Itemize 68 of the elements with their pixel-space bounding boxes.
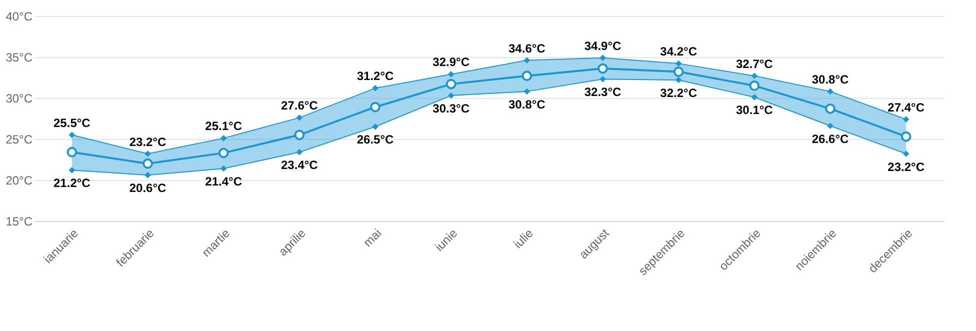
- y-tick-label: 35°C: [6, 50, 33, 64]
- y-tick-label: 40°C: [6, 10, 33, 24]
- point: [598, 63, 608, 74]
- point: [675, 60, 682, 67]
- point: [902, 150, 910, 157]
- data-label: 30.8°C: [812, 72, 849, 86]
- point: [220, 135, 227, 142]
- data-label: 25.5°C: [54, 116, 91, 130]
- data-label: 32.9°C: [432, 55, 470, 70]
- point: [827, 88, 834, 95]
- data-label: 26.6°C: [812, 132, 849, 146]
- point: [749, 80, 760, 91]
- point: [902, 116, 910, 122]
- data-label: 32.3°C: [584, 85, 622, 100]
- point: [296, 148, 303, 156]
- point: [524, 88, 530, 95]
- point: [144, 172, 151, 178]
- x-tick-label: mai: [360, 226, 384, 250]
- point: [448, 92, 454, 99]
- point: [675, 76, 682, 84]
- y-tick-label: 15°C: [6, 214, 33, 228]
- data-label: 23.2°C: [888, 160, 925, 174]
- data-label: 30.8°C: [508, 97, 546, 112]
- data-label: 23.4°C: [281, 158, 318, 172]
- data-label: 34.6°C: [508, 41, 546, 56]
- data-label: 30.1°C: [736, 103, 774, 118]
- data-label: 21.2°C: [54, 176, 91, 190]
- data-label: 27.4°C: [888, 100, 925, 114]
- point: [522, 70, 532, 82]
- data-label: 25.1°C: [205, 119, 242, 134]
- data-label: 27.6°C: [281, 98, 318, 113]
- point: [144, 150, 151, 157]
- data-label: 32.7°C: [736, 56, 774, 71]
- point: [294, 130, 305, 140]
- y-tick-label: 25°C: [6, 132, 33, 146]
- point: [218, 148, 229, 158]
- point: [296, 114, 303, 121]
- point: [751, 94, 758, 100]
- y-tick-label: 20°C: [6, 174, 33, 188]
- point: [66, 146, 78, 158]
- data-label: 21.4°C: [205, 174, 242, 189]
- data-label: 34.9°C: [584, 38, 622, 53]
- data-label: 26.5°C: [356, 132, 394, 147]
- x-tick-label: iulie: [510, 226, 536, 252]
- point: [372, 85, 378, 92]
- point: [751, 72, 758, 80]
- data-label: 23.2°C: [129, 134, 166, 149]
- point: [68, 132, 76, 138]
- y-tick-label: 30°C: [6, 92, 33, 106]
- data-label: 34.2°C: [660, 44, 698, 59]
- point: [600, 76, 606, 82]
- point: [446, 78, 456, 90]
- point: [600, 54, 606, 61]
- point: [524, 57, 530, 64]
- data-label: 20.6°C: [129, 181, 166, 196]
- point: [372, 124, 378, 130]
- point: [370, 102, 380, 112]
- data-label: 32.2°C: [660, 86, 698, 100]
- point: [142, 158, 153, 169]
- point: [220, 165, 227, 172]
- point: [68, 167, 76, 174]
- data-label: 30.3°C: [432, 102, 470, 116]
- point: [900, 131, 912, 142]
- point: [827, 122, 834, 130]
- point: [673, 66, 684, 77]
- data-label: 31.2°C: [356, 69, 394, 84]
- point: [448, 71, 454, 78]
- point: [825, 103, 836, 114]
